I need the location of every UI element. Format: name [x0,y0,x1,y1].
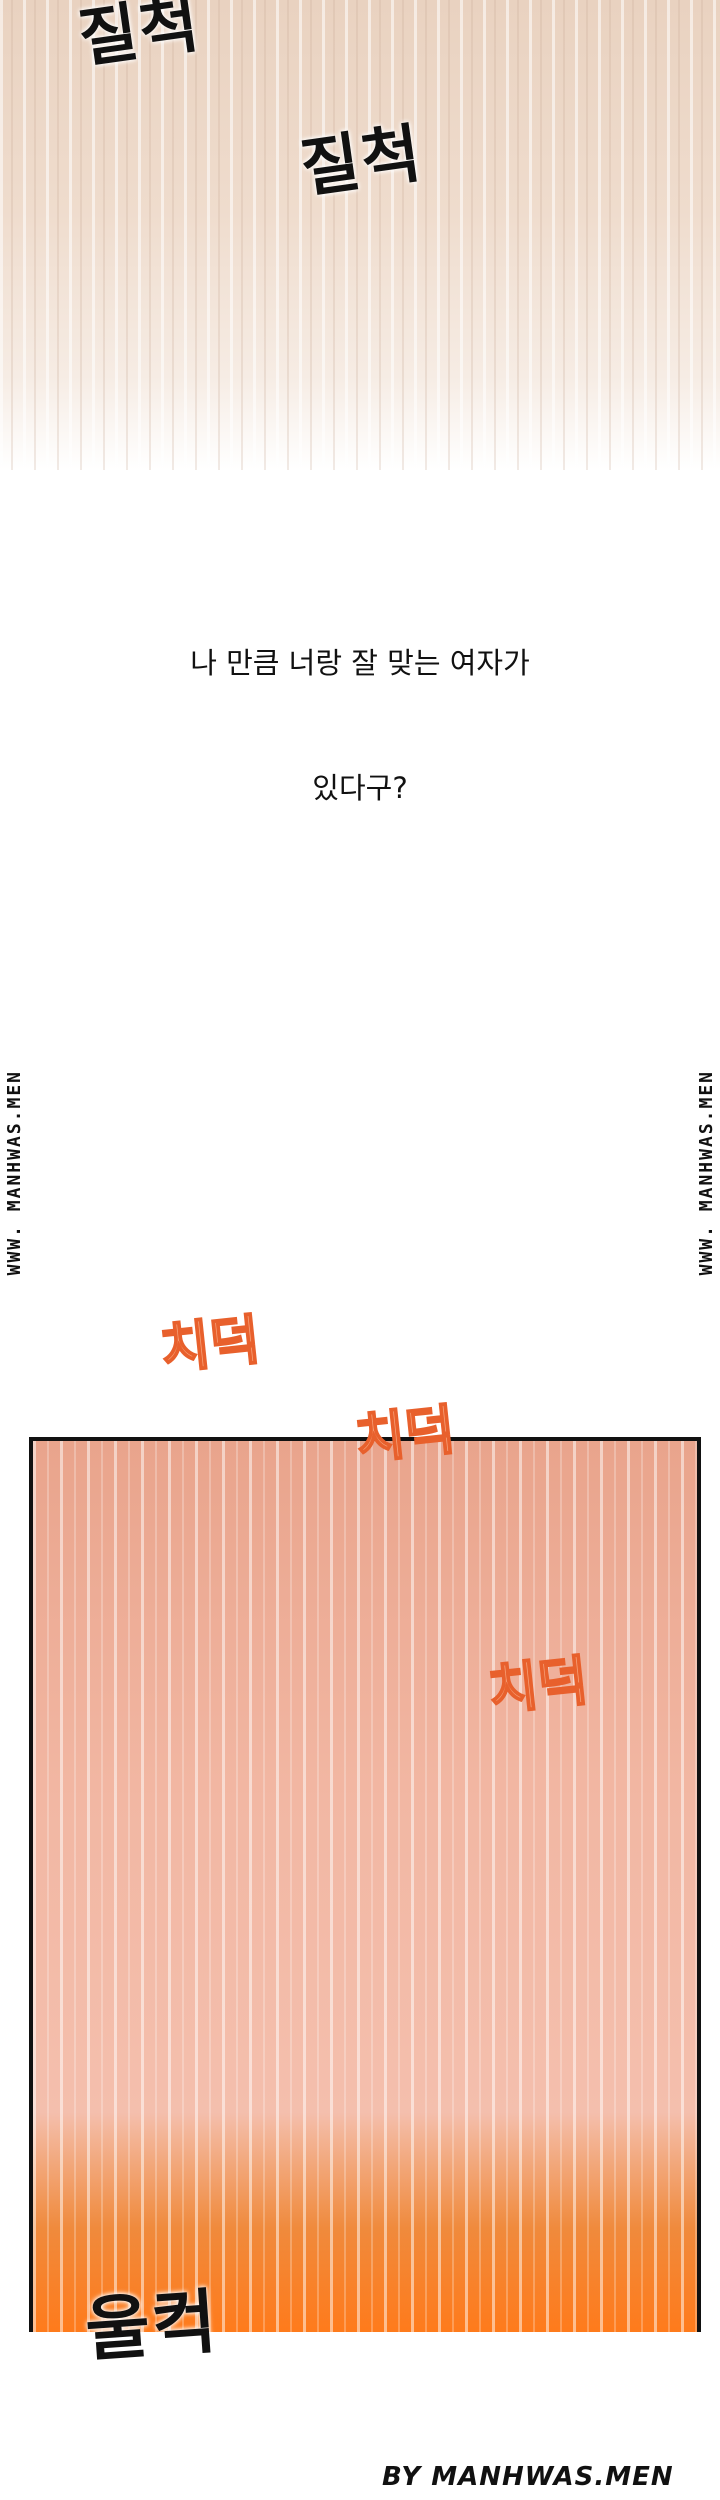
speed-lines [33,1441,697,2336]
sfx-text: 치덕 [157,1307,264,1382]
sfx-text: 울컥 [82,2280,221,2372]
watermark-right: WWW. MANHWAS.MEN [696,1070,717,1276]
page-gutter [0,2332,720,2500]
dialogue-line: 나 만큼 너랑 잘 맞는 여자가 [190,646,530,680]
dialogue-line: 있다구? [312,771,408,805]
speed-lines [0,0,720,470]
sfx-text: 치덕 [485,1648,592,1723]
sfx-text: 치덕 [352,1397,459,1472]
top-panel-image: 질척 질척 [0,0,720,470]
comic-panel: 치덕 [29,1437,701,2340]
sfx-text: 질척 [296,116,428,208]
watermark-left: WWW. MANHWAS.MEN [4,1070,25,1276]
watermark-byline: BY MANHWAS.MEN [382,2462,674,2492]
